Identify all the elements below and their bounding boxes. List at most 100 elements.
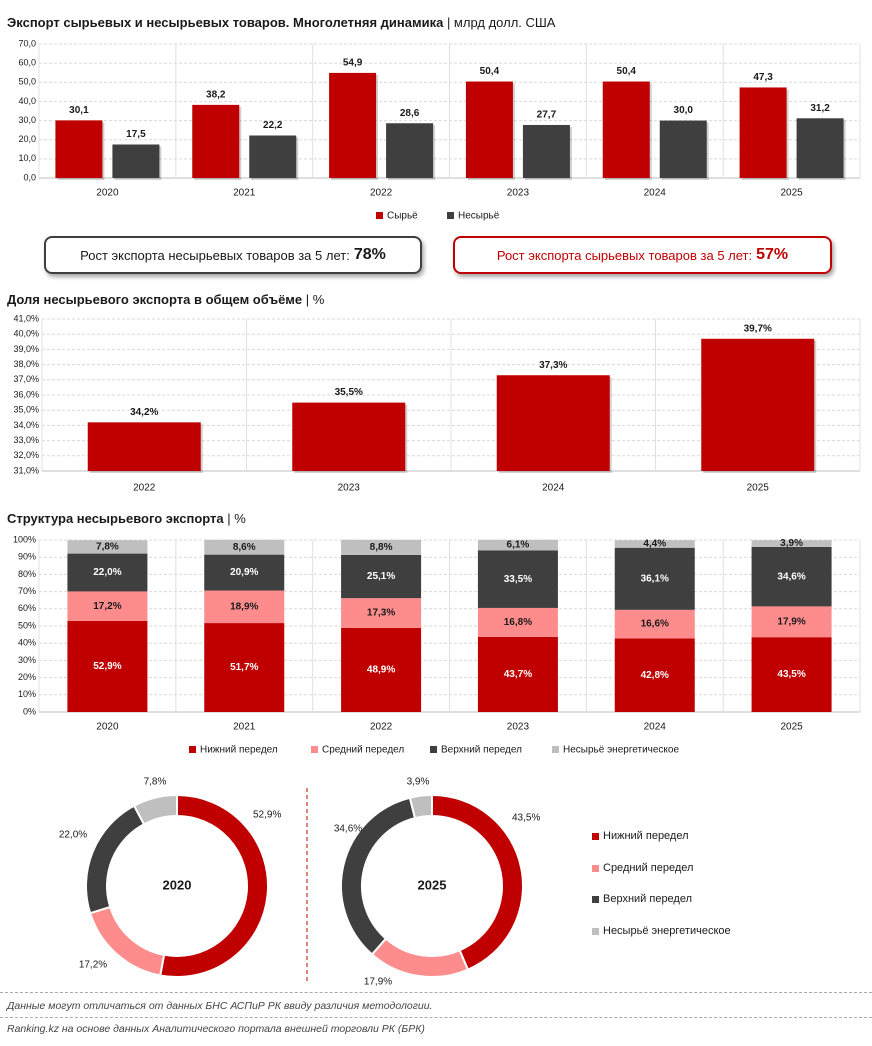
donut2025-data-label: 3,9%: [407, 777, 430, 788]
donut2020-slice-lower: [159, 793, 269, 978]
chart3-title-unit: | %: [227, 511, 246, 526]
chart1-bar-nonraw: [112, 144, 160, 178]
chart1-y-tick: 10,0: [18, 153, 36, 163]
chart1-bar-raw: [55, 120, 103, 178]
chart3-data-label: 36,1%: [641, 573, 669, 584]
chart1-bar-nonraw: [659, 120, 707, 178]
chart3-data-label: 7,8%: [96, 542, 119, 553]
chart3-segment-energy: [614, 540, 695, 548]
chart1-data-label: 54,9: [343, 58, 363, 69]
chart1-data-label: 30,0: [674, 105, 694, 116]
donut-legend-swatch-2: [592, 895, 599, 903]
chart1-legend-label: Сырьё: [387, 211, 418, 222]
chart1-data-label: 17,5: [126, 129, 146, 140]
chart3-y-tick: 30%: [18, 655, 36, 665]
chart1-x-tick: 2021: [233, 188, 256, 199]
chart1-data-label: 38,2: [206, 90, 226, 101]
donut-legend-label-1: Средний передел: [603, 862, 694, 874]
chart1-data-label: 27,7: [537, 110, 557, 121]
chart2-y-tick: 40,0%: [13, 329, 39, 339]
chart3-y-tick: 60%: [18, 603, 36, 613]
chart3-data-label: 22,0%: [93, 567, 121, 578]
chart1-data-label: 50,4: [617, 66, 637, 77]
chart1-legend-swatch: [447, 212, 454, 219]
chart3-legend-label: Средний передел: [322, 745, 404, 756]
chart3-y-tick: 40%: [18, 638, 36, 648]
chart3-data-label: 34,6%: [777, 571, 805, 582]
chart1-y-tick: 40,0: [18, 96, 36, 106]
chart3-segment-lower: [751, 637, 832, 712]
nonraw-growth-text: Рост экспорта несырьевых товаров за 5 ле…: [80, 247, 350, 263]
chart3-data-label: 43,7%: [504, 669, 532, 680]
chart1-bar-nonraw: [522, 124, 570, 178]
donut2020-data-label: 17,2%: [79, 960, 107, 971]
chart3-y-tick: 100%: [13, 534, 36, 544]
footnote-separator-top: [0, 992, 872, 993]
chart2-x-tick: 2024: [542, 483, 565, 494]
raw-growth-text: Рост экспорта сырьевых товаров за 5 лет:: [496, 247, 753, 263]
chart3-legend-label: Верхний передел: [441, 745, 522, 756]
chart3-segment-middle: [204, 590, 285, 624]
chart3-data-label: 18,9%: [230, 601, 258, 612]
chart2-y-tick: 36,0%: [13, 389, 39, 399]
donut-legend-label-3: Несырьё энергетическое: [603, 925, 731, 937]
chart1-data-label: 22,2: [263, 120, 283, 131]
chart1-x-tick: 2022: [370, 188, 393, 199]
chart1-bar-raw: [739, 87, 787, 178]
donut-legend-item-1: Средний передел: [592, 862, 693, 874]
chart3-x-tick: 2024: [644, 722, 667, 733]
chart3-segment-middle: [751, 606, 832, 638]
chart3-y-tick: 20%: [18, 672, 36, 682]
chart3-segment-lower: [614, 638, 695, 712]
chart3-y-tick: 50%: [18, 620, 36, 630]
chart3-y-tick: 80%: [18, 569, 36, 579]
chart2-data-label: 39,7%: [744, 323, 772, 334]
chart2-y-tick: 35,0%: [13, 405, 39, 415]
footnote-separator-bottom: [0, 1017, 872, 1018]
donut-legend-swatch-0: [592, 832, 599, 840]
chart3-segment-energy: [477, 539, 558, 551]
donut2025-data-label: 34,6%: [334, 824, 362, 835]
chart2-x-tick: 2025: [747, 483, 770, 494]
chart1-y-tick: 60,0: [18, 58, 36, 68]
donut2025-slice-energy: [408, 793, 433, 820]
chart3-segment-energy: [204, 539, 285, 555]
chart3-data-label: 43,5%: [777, 669, 805, 680]
chart2-title: Доля несырьевого экспорта в общем объёме…: [7, 292, 324, 307]
raw-growth-value: 57%: [756, 246, 789, 263]
chart3-data-label: 33,5%: [504, 574, 532, 585]
chart1-title-main: Экспорт сырьевых и несырьевых товаров. М…: [7, 15, 444, 30]
chart3-data-label: 16,8%: [504, 617, 532, 628]
chart1-y-tick: 0,0: [23, 172, 36, 182]
chart1-data-label: 28,6: [400, 108, 420, 119]
chart3-data-label: 51,7%: [230, 662, 258, 673]
chart3-segment-upper: [341, 554, 422, 599]
nonraw-growth-callout: Рост экспорта несырьевых товаров за 5 ле…: [44, 236, 422, 274]
chart1-y-tick: 30,0: [18, 115, 36, 125]
chart3-title-main: Структура несырьевого экспорта: [7, 511, 224, 526]
donut2025-center-label: 2025: [418, 877, 447, 892]
chart3-legend-label: Нижний передел: [200, 745, 278, 756]
chart3-segment-upper: [67, 553, 148, 592]
chart1-bar-nonraw: [249, 135, 297, 178]
chart3-data-label: 17,3%: [367, 608, 395, 619]
chart3-segment-upper: [204, 554, 285, 591]
donut2020-data-label: 7,8%: [144, 777, 167, 788]
chart1-bar-raw: [465, 81, 513, 178]
chart2-y-tick: 39,0%: [13, 344, 39, 354]
chart3-segment-upper: [751, 546, 832, 607]
chart1-y-tick: 50,0: [18, 77, 36, 87]
chart3-data-label: 8,8%: [370, 542, 393, 553]
chart3-data-label: 52,9%: [93, 661, 121, 672]
chart3-data-label: 6,1%: [507, 540, 530, 551]
donut2025-data-label: 17,9%: [364, 977, 392, 988]
chart1-bar-raw: [192, 104, 240, 178]
chart3-segment-lower: [67, 621, 148, 712]
chart3-segment-energy: [67, 540, 148, 554]
donut-legend-label-2: Верхний передел: [603, 893, 693, 905]
donut-legend-item-2: Верхний передел: [592, 893, 692, 905]
chart2-y-tick: 37,0%: [13, 374, 39, 384]
nonraw-growth-value: 78%: [353, 246, 386, 263]
chart3-segment-middle: [341, 598, 422, 628]
chart3-legend-swatch: [430, 746, 437, 753]
